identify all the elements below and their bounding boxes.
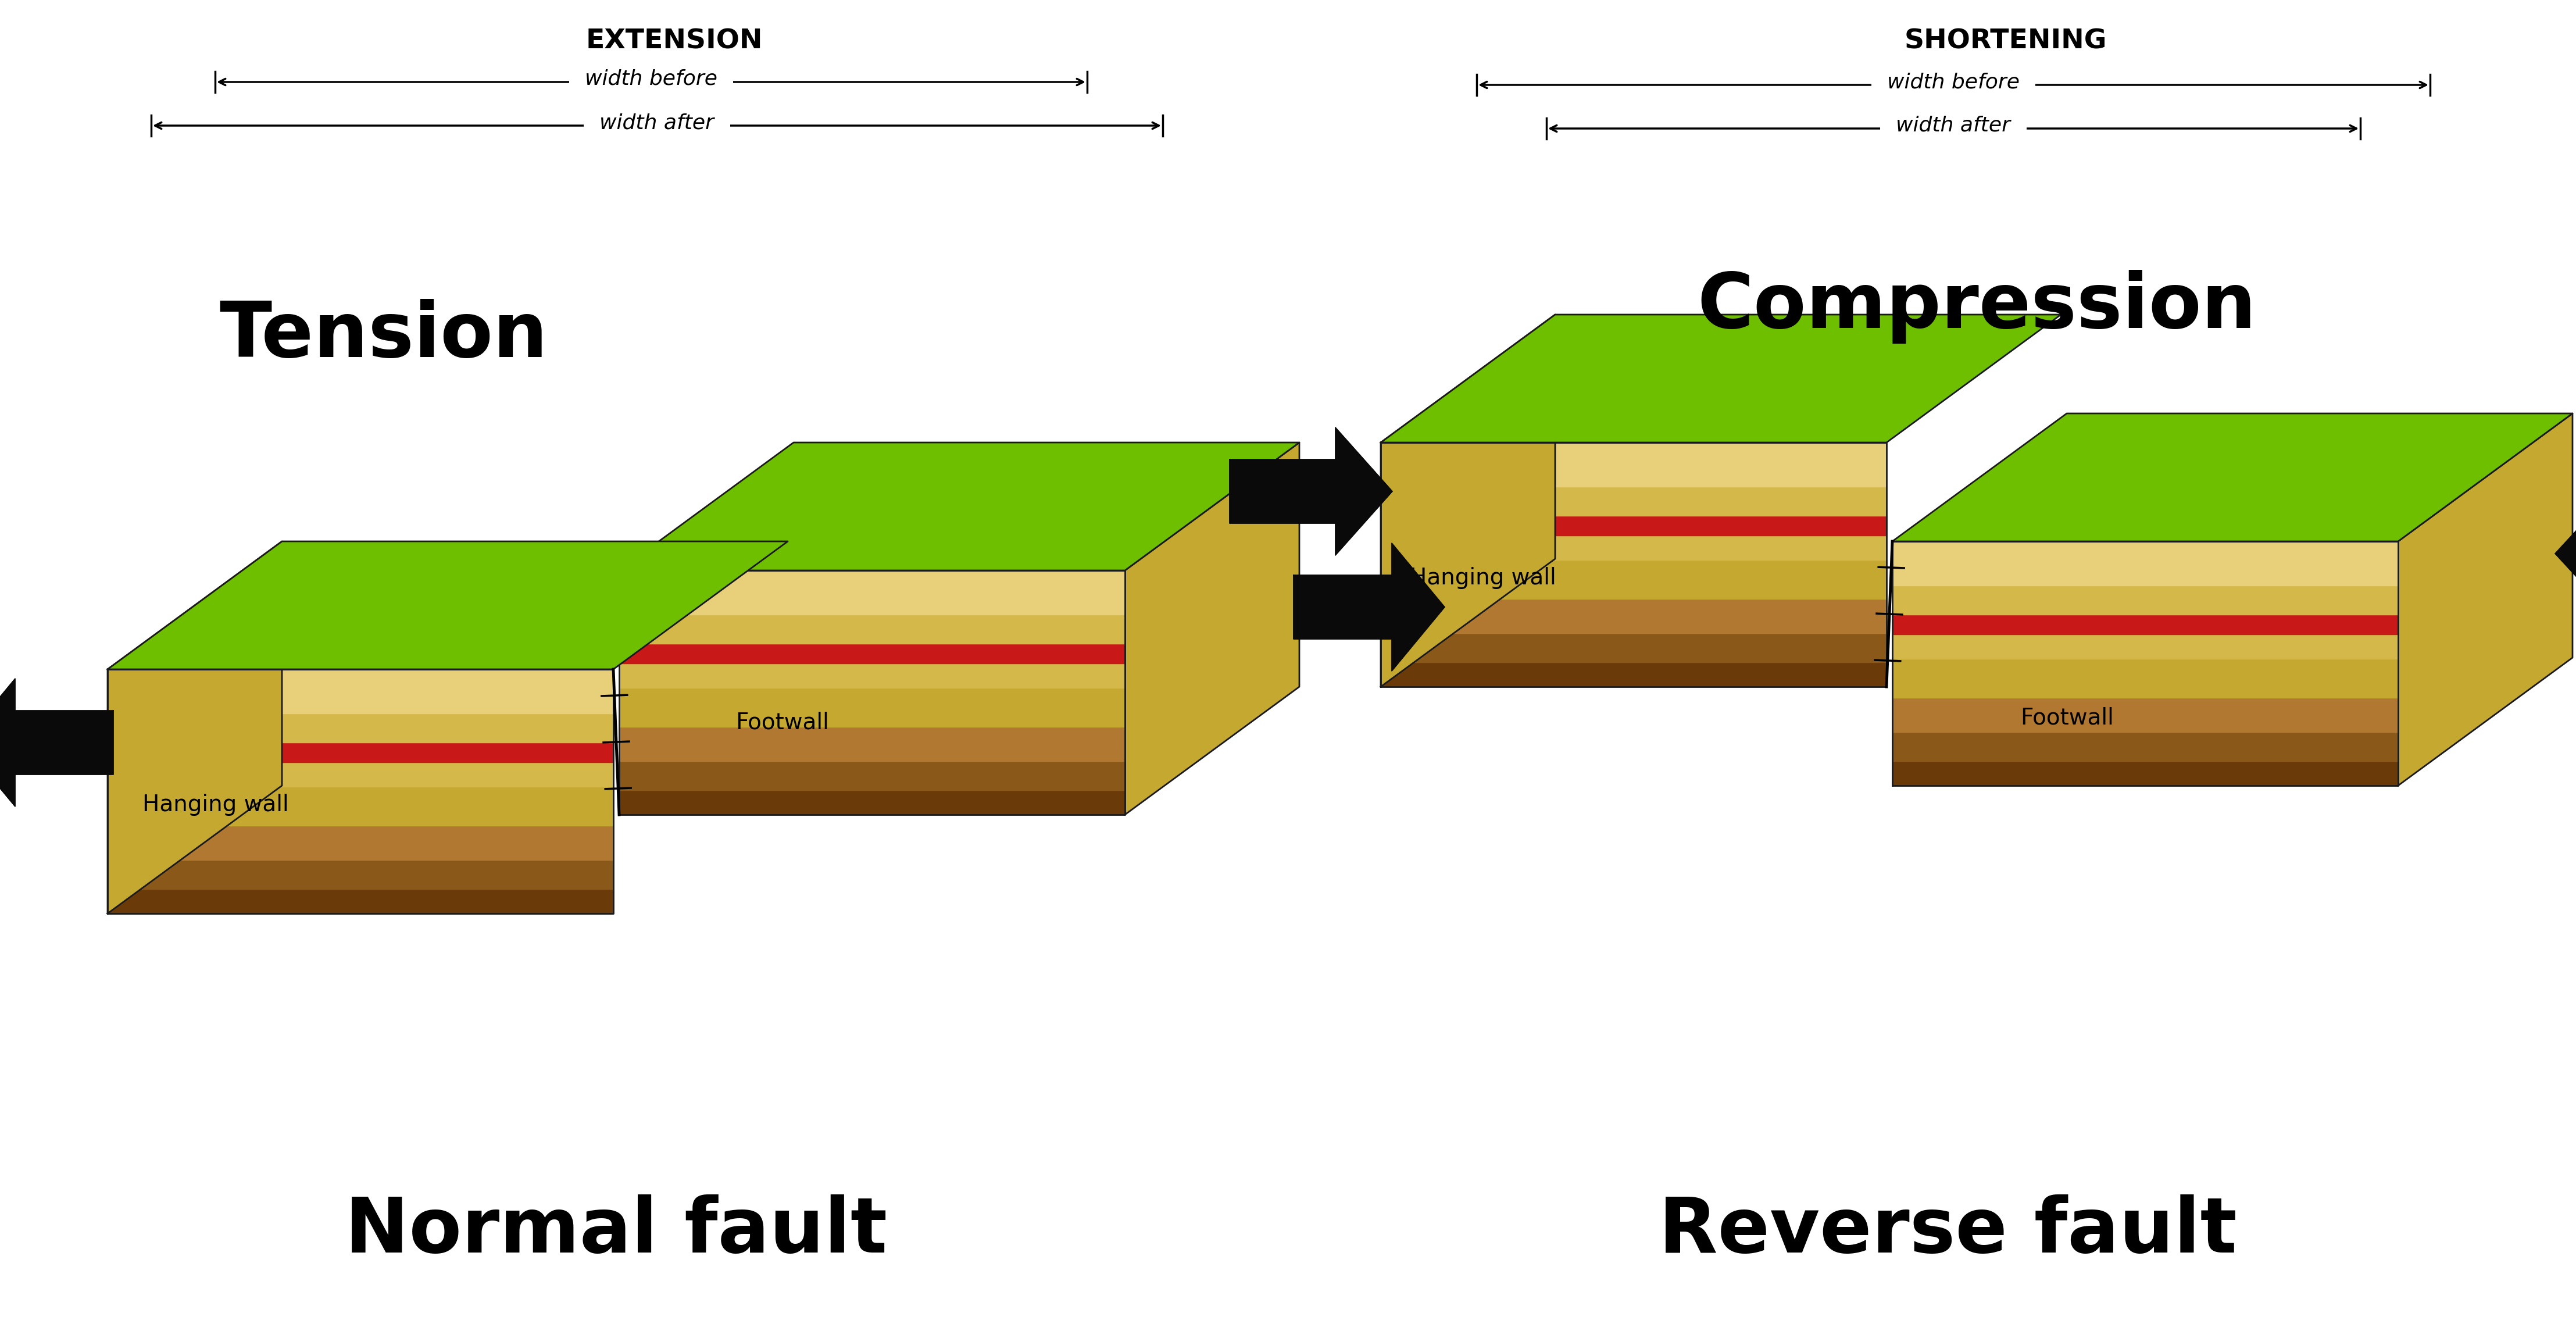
Polygon shape: [108, 743, 613, 763]
Polygon shape: [618, 614, 1126, 644]
Text: width before: width before: [1873, 72, 2032, 92]
Polygon shape: [1893, 697, 2398, 732]
Text: width after: width after: [587, 112, 726, 132]
Polygon shape: [1381, 314, 2061, 443]
Polygon shape: [1381, 535, 1886, 559]
Polygon shape: [1229, 427, 1394, 555]
Polygon shape: [108, 888, 613, 914]
Polygon shape: [108, 860, 613, 888]
Polygon shape: [1893, 542, 2398, 585]
Polygon shape: [1893, 732, 2398, 761]
Polygon shape: [1381, 515, 1886, 535]
Polygon shape: [1893, 614, 2398, 634]
Polygon shape: [618, 791, 1126, 815]
Text: Hanging wall: Hanging wall: [142, 793, 289, 816]
Text: SHORTENING: SHORTENING: [1904, 28, 2107, 55]
Polygon shape: [108, 763, 613, 787]
Polygon shape: [618, 761, 1126, 791]
Polygon shape: [618, 570, 1126, 614]
Polygon shape: [1893, 761, 2398, 785]
Polygon shape: [2555, 490, 2576, 618]
Polygon shape: [618, 443, 1298, 570]
Polygon shape: [108, 826, 613, 860]
Polygon shape: [1381, 559, 1886, 599]
Text: Compression: Compression: [1698, 270, 2257, 344]
Polygon shape: [618, 727, 1126, 761]
Text: EXTENSION: EXTENSION: [585, 28, 762, 55]
Text: Normal fault: Normal fault: [345, 1195, 889, 1268]
Polygon shape: [0, 678, 113, 807]
Polygon shape: [108, 542, 281, 914]
Text: Hanging wall: Hanging wall: [1409, 567, 1556, 589]
Text: width before: width before: [572, 70, 732, 88]
Polygon shape: [108, 542, 788, 669]
Text: Tension: Tension: [219, 298, 549, 373]
Polygon shape: [1893, 413, 2573, 542]
Polygon shape: [1381, 599, 1886, 633]
Text: Footwall: Footwall: [2020, 706, 2115, 729]
Polygon shape: [1381, 633, 1886, 662]
Polygon shape: [108, 713, 613, 743]
Polygon shape: [1293, 543, 1445, 672]
Text: Footwall: Footwall: [734, 712, 829, 733]
Polygon shape: [108, 787, 613, 826]
Polygon shape: [1381, 487, 1886, 515]
Polygon shape: [618, 688, 1126, 727]
Polygon shape: [618, 644, 1126, 664]
Polygon shape: [1381, 443, 1886, 487]
Text: width after: width after: [1883, 115, 2025, 135]
Polygon shape: [1126, 443, 1298, 815]
Polygon shape: [108, 669, 613, 713]
Text: Reverse fault: Reverse fault: [1659, 1195, 2236, 1268]
Polygon shape: [1893, 634, 2398, 658]
Polygon shape: [2398, 413, 2573, 785]
Polygon shape: [1893, 658, 2398, 697]
Polygon shape: [1893, 585, 2398, 614]
Polygon shape: [1381, 314, 1556, 686]
Polygon shape: [618, 664, 1126, 688]
Polygon shape: [1381, 662, 1886, 686]
